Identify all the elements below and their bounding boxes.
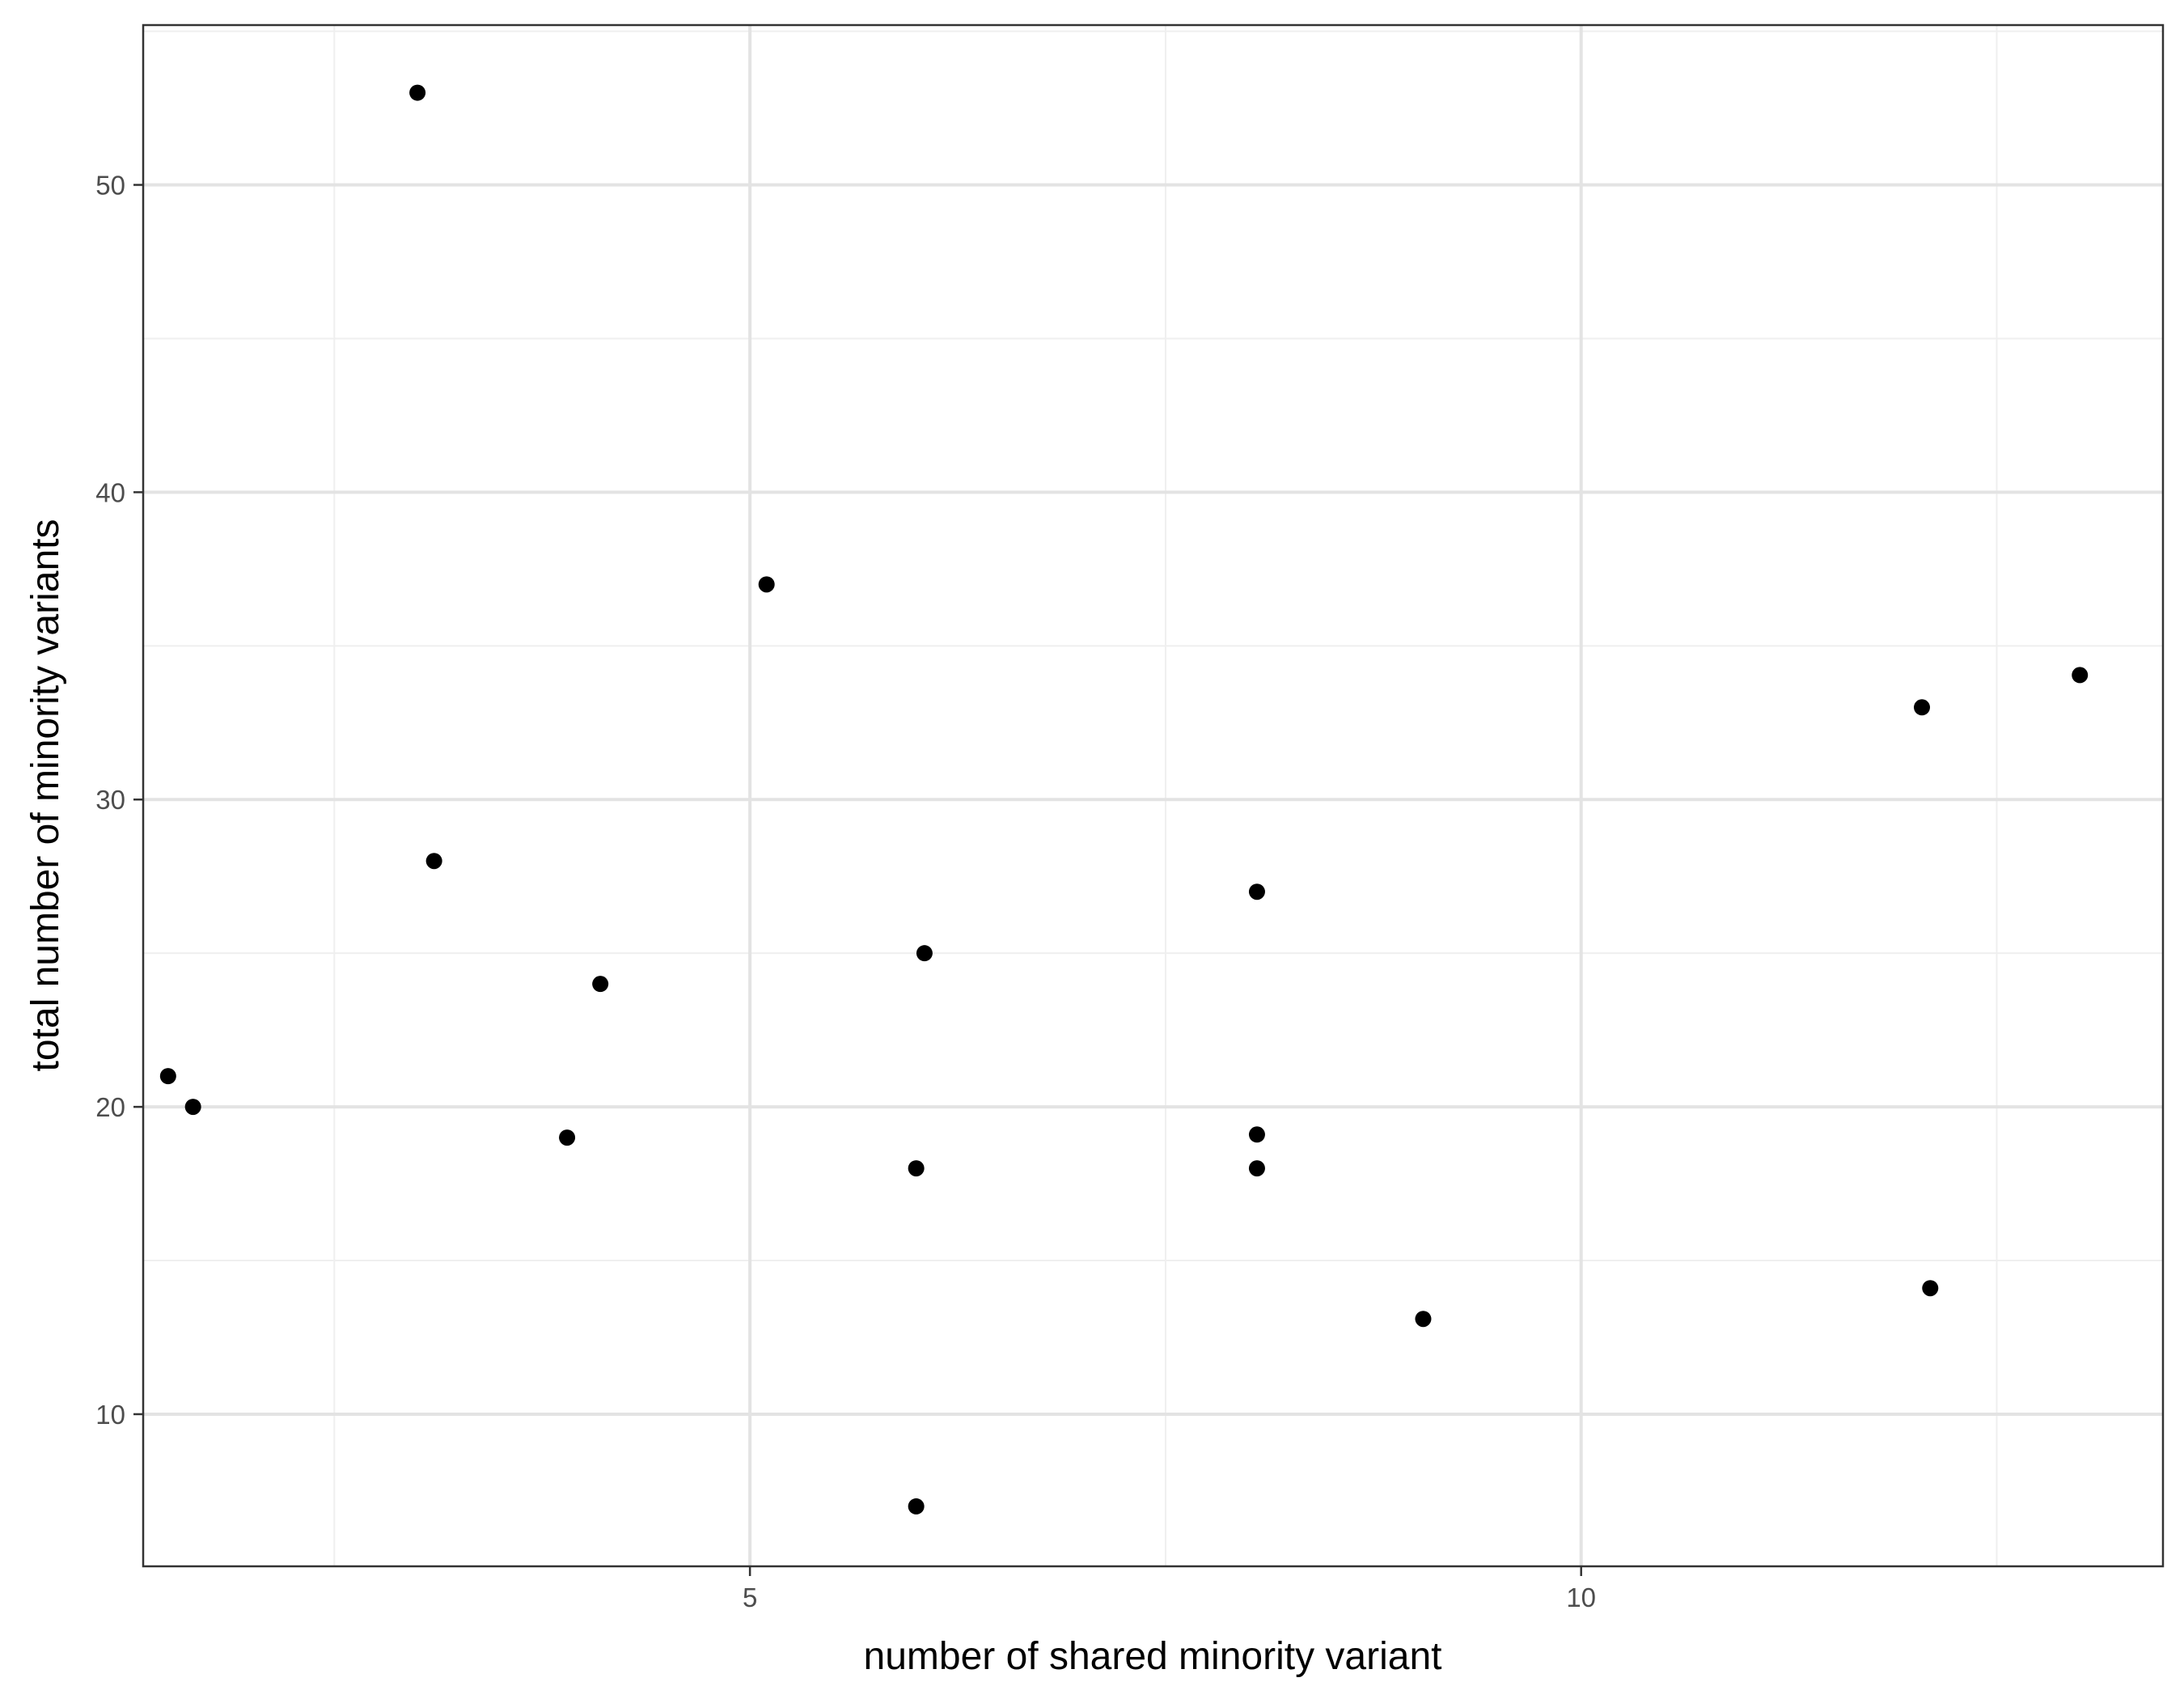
data-point [1248,1160,1265,1177]
data-point [1922,1280,1939,1297]
data-point [425,853,442,870]
data-point [1914,699,1931,716]
y-tick-label: 30 [95,785,125,815]
y-tick-label: 40 [95,477,125,507]
tick-labels: 5 10 10 20 30 40 50 [95,171,1596,1612]
data-point [908,1498,925,1515]
panel-border [142,23,2165,1568]
x-tick-label: 10 [1566,1582,1596,1612]
data-point [916,945,933,962]
data-points [159,84,2089,1515]
y-tick-label: 10 [95,1400,125,1430]
data-point [184,1099,201,1116]
data-point [1248,883,1265,900]
y-axis-title: total number of minority variants [24,519,67,1072]
y-tick-label: 50 [95,171,125,201]
data-point [559,1129,576,1146]
data-point [592,976,609,993]
data-point [908,1160,925,1177]
grid-lines [143,25,2163,1566]
axis-ticks [133,184,1582,1576]
data-point [1248,1126,1265,1143]
x-axis-title: number of shared minority variant [864,1635,1442,1678]
x-tick-label: 5 [743,1582,757,1612]
data-point [758,576,775,593]
data-point [2072,667,2089,684]
data-point [159,1068,176,1085]
data-point [1415,1311,1432,1328]
y-tick-label: 20 [95,1092,125,1122]
data-point [409,84,426,101]
